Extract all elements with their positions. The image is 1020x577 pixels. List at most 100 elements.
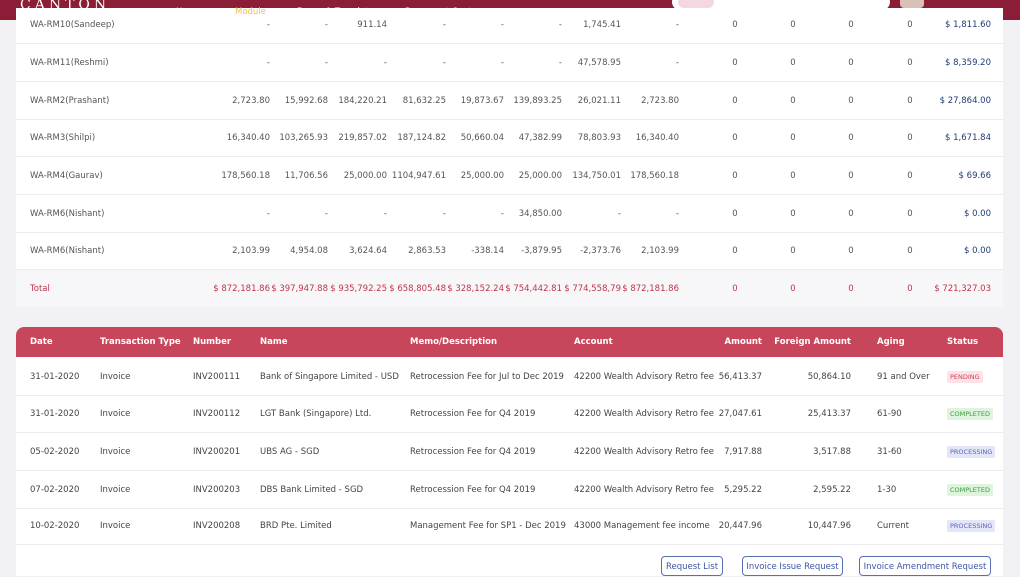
row-total: $ 1,811.60 [945, 20, 991, 30]
cell: - [500, 20, 504, 30]
cell: - [266, 209, 270, 219]
cell: 184,220.21 [338, 96, 387, 106]
header-cell: Memo/Description [410, 337, 498, 347]
cell: 31-60 [877, 447, 902, 457]
header-cell: Amount [724, 337, 762, 347]
cell: INV200208 [193, 521, 241, 531]
cell: 15,992.68 [284, 96, 328, 106]
cell: Retrocession Fee for Q4 2019 [410, 485, 536, 495]
cell: 0 [790, 20, 796, 30]
nav-item[interactable]: Module [235, 7, 266, 17]
row-divider [16, 470, 1003, 471]
cell: 0 [907, 284, 913, 294]
cell: INV200201 [193, 447, 241, 457]
cell: 31-01-2020 [30, 372, 80, 382]
cell: 56,413.37 [718, 372, 762, 382]
cell: 16,340.40 [226, 133, 270, 143]
cell: - [675, 20, 679, 30]
cell: 134,750.01 [572, 171, 621, 181]
cell: Retrocession Fee for Q4 2019 [410, 447, 536, 457]
cell: 0 [732, 20, 738, 30]
transactions-card [16, 327, 1003, 576]
cell: 42200 Wealth Advisory Retro fee [574, 372, 714, 382]
header-cell: Date [30, 337, 53, 347]
cell: 10,447.96 [807, 521, 851, 531]
cell: 31-01-2020 [30, 409, 80, 419]
row-name: Total [30, 284, 50, 294]
search-toggle[interactable] [678, 0, 714, 8]
cell: 0 [790, 58, 796, 68]
cell: 3,517.88 [813, 447, 851, 457]
cell: 43000 Management fee income [574, 521, 710, 531]
cell: 0 [732, 246, 738, 256]
cell: - [617, 209, 621, 219]
cell: Invoice [100, 485, 131, 495]
cell: Retrocession Fee for Q4 2019 [410, 409, 536, 419]
cell: $ 935,792.25 [330, 284, 387, 294]
search-box[interactable] [672, 0, 890, 10]
status-badge: COMPLETED [947, 408, 993, 420]
row-divider [16, 432, 1003, 433]
cell: 0 [732, 133, 738, 143]
cell: 19,873.67 [460, 96, 504, 106]
cell: 1,745.41 [583, 20, 621, 30]
cell: 47,578.95 [577, 58, 621, 68]
cell: 0 [907, 246, 913, 256]
cell: 47,382.99 [518, 133, 562, 143]
row-name: WA-RM3(Shilpi) [30, 133, 96, 143]
cell: 219,857.02 [338, 133, 387, 143]
cell: 20,447.96 [718, 521, 762, 531]
avatar[interactable] [900, 0, 924, 8]
cell: Invoice [100, 409, 131, 419]
button[interactable]: Request List [661, 556, 723, 576]
cell: $ 397,947.88 [271, 284, 328, 294]
button[interactable]: Invoice Issue Request [742, 556, 843, 576]
row-total: $ 27,864.00 [939, 96, 991, 106]
cell: 103,265.93 [279, 133, 328, 143]
table-header [16, 327, 1003, 357]
row-name: WA-RM6(Nishant) [30, 209, 105, 219]
cell: 25,413.37 [807, 409, 851, 419]
cell: 2,863.53 [408, 246, 446, 256]
row-divider [16, 194, 1003, 195]
header-cell: Foreign Amount [774, 337, 851, 347]
nav-item[interactable]: Forms & Templates [297, 7, 379, 17]
cell: - [442, 20, 446, 30]
cell: $ 754,442.81 [505, 284, 562, 294]
cell: - [324, 58, 328, 68]
nav-item[interactable]: Home [176, 7, 202, 17]
cell: - [500, 58, 504, 68]
cell: 0 [790, 96, 796, 106]
cell: 178,560.18 [630, 171, 679, 181]
cell: INV200111 [193, 372, 241, 382]
cell: INV200112 [193, 409, 241, 419]
cell: 34,850.00 [518, 209, 562, 219]
cell: 78,803.93 [577, 133, 621, 143]
cell: - [558, 20, 562, 30]
cell: 3,624.64 [349, 246, 387, 256]
cell: - [442, 58, 446, 68]
status-badge: PENDING [947, 371, 983, 383]
cell: 0 [848, 58, 854, 68]
cell: 0 [790, 209, 796, 219]
summary-card [16, 8, 1003, 306]
cell: 2,723.80 [641, 96, 679, 106]
cell: $ 872,181.86 [213, 284, 270, 294]
button[interactable]: Invoice Amendment Request [859, 556, 991, 576]
cell: 0 [907, 58, 913, 68]
cell: BRD Pte. Limited [260, 521, 332, 531]
cell: 0 [848, 209, 854, 219]
nav-item[interactable]: Document Center [405, 7, 481, 17]
cell: - [675, 58, 679, 68]
cell: 178,560.18 [221, 171, 270, 181]
cell: 0 [848, 133, 854, 143]
cell: $ 658,805.48 [389, 284, 446, 294]
cell: 0 [790, 284, 796, 294]
cell: - [324, 209, 328, 219]
cell: - [442, 209, 446, 219]
cell: 0 [732, 96, 738, 106]
row-name: WA-RM4(Gaurav) [30, 171, 103, 181]
cell: 139,893.25 [513, 96, 562, 106]
cell: 25,000.00 [518, 171, 562, 181]
